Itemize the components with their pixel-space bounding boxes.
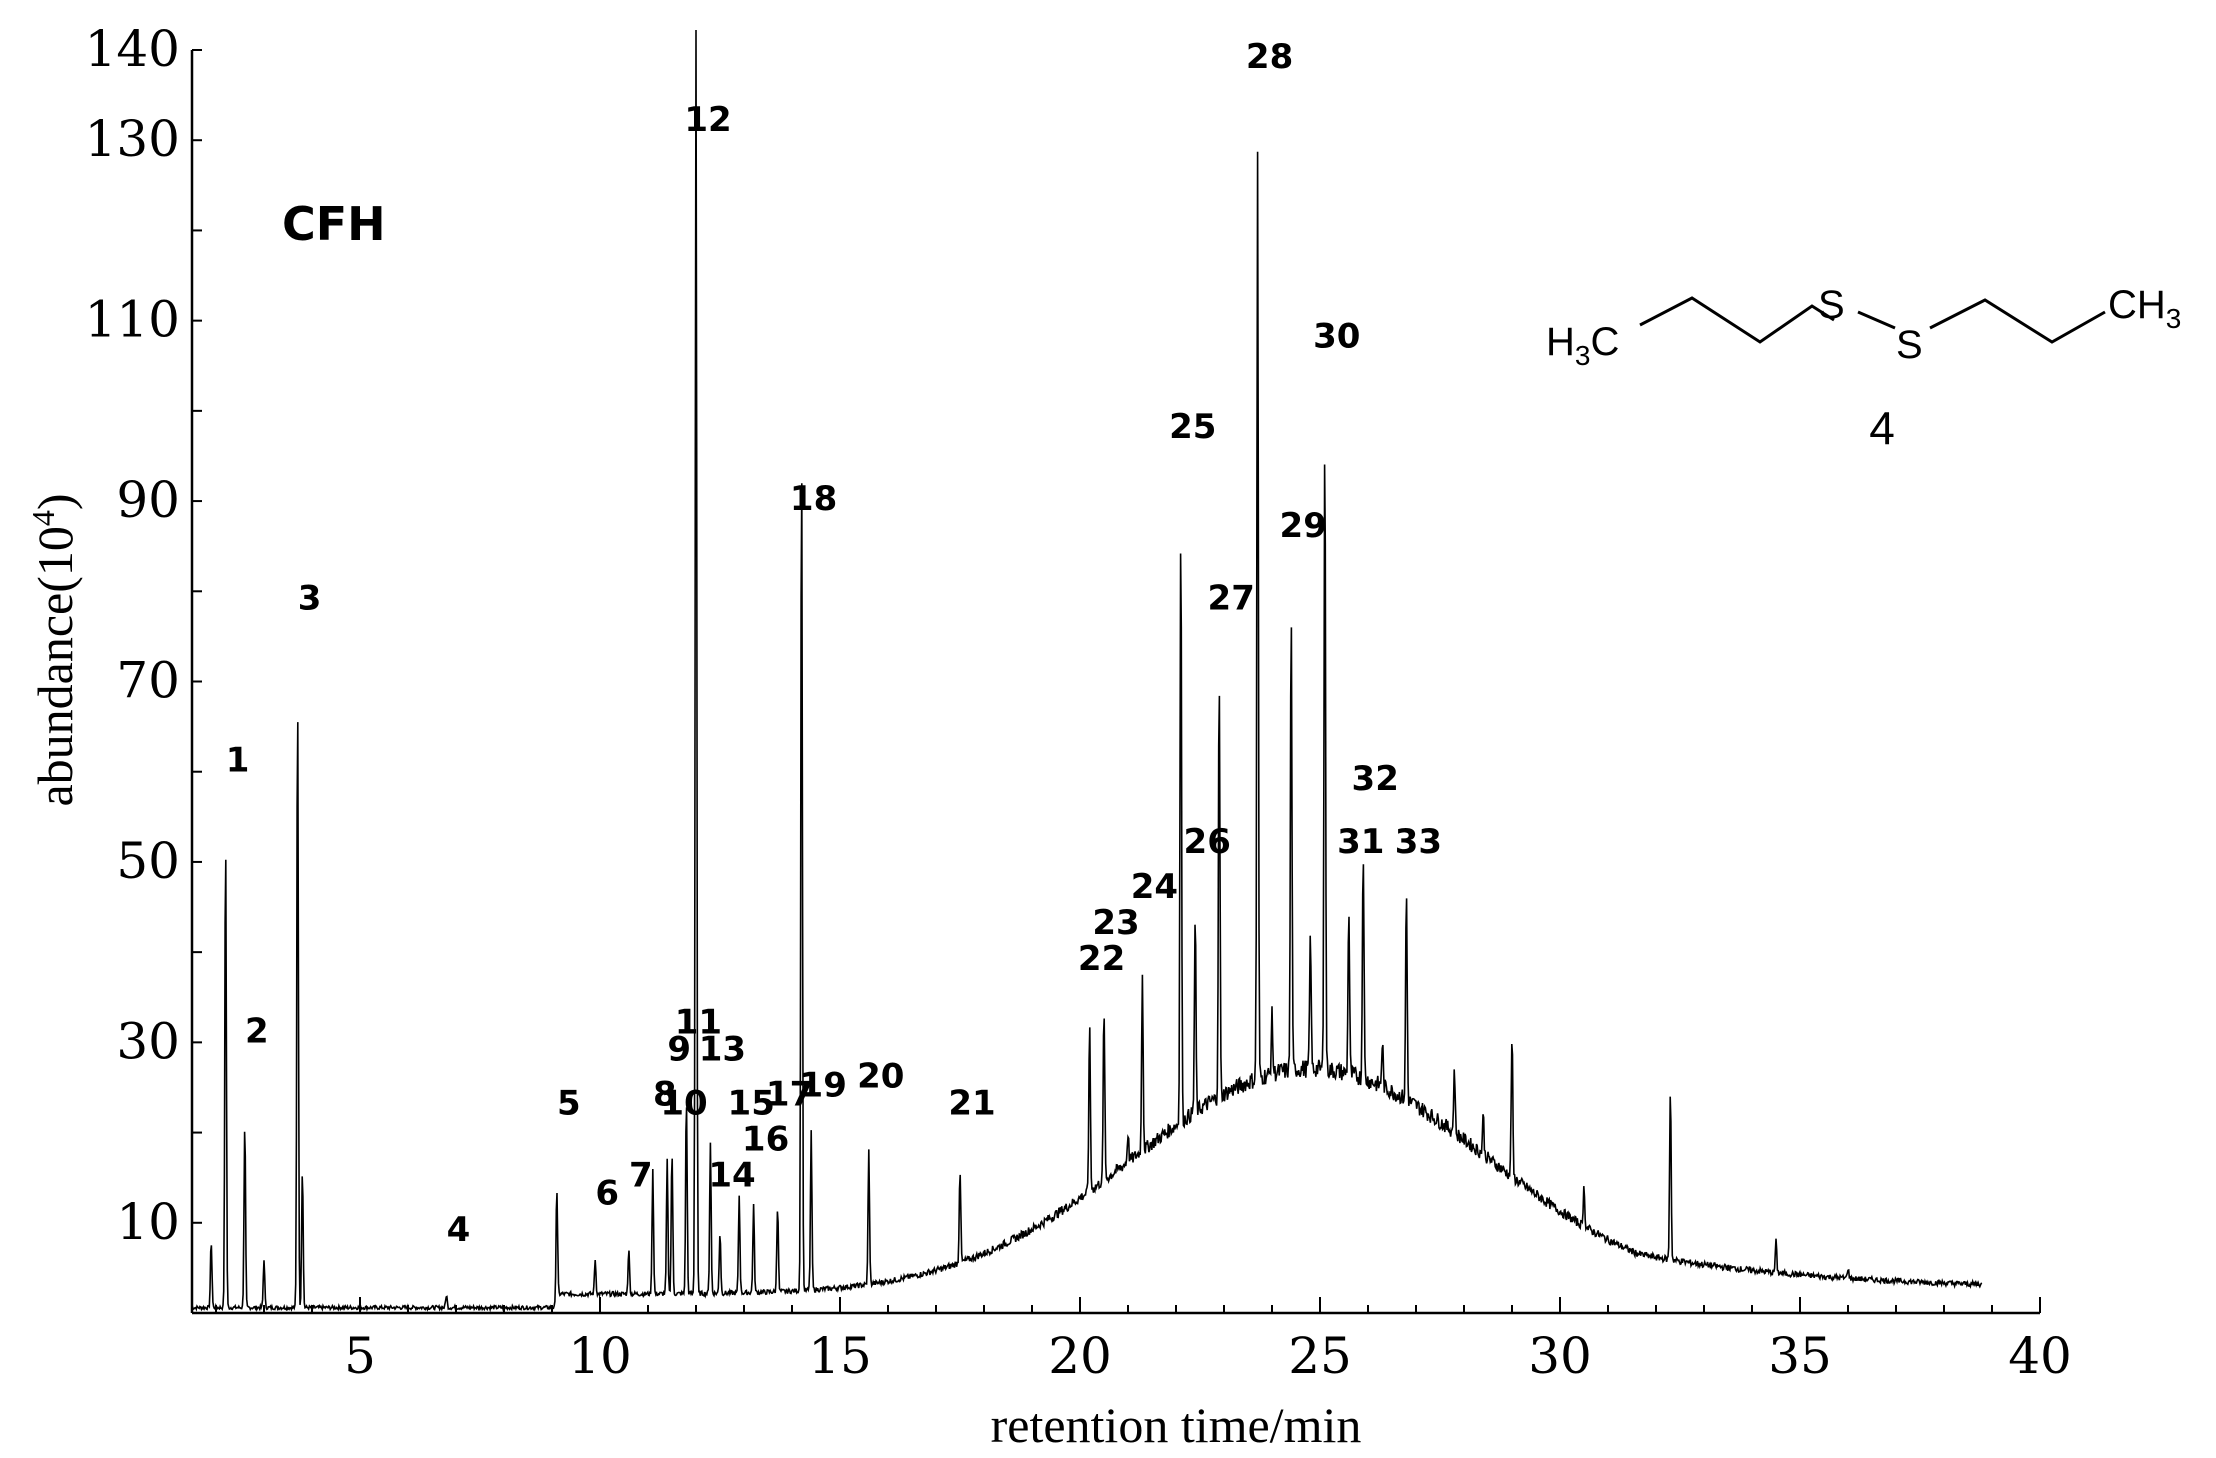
structure-sulfur-2: S xyxy=(1896,323,1923,367)
peak-label: 15 xyxy=(728,1084,775,1124)
x-tick-label: 20 xyxy=(1048,1327,1112,1385)
peak-label: 29 xyxy=(1280,506,1327,546)
structure-sulfur-1: S xyxy=(1818,283,1845,327)
y-tick-label: 10 xyxy=(116,1193,180,1251)
peak-label: 19 xyxy=(800,1065,847,1105)
x-tick-label: 25 xyxy=(1288,1327,1352,1385)
peak-label: 18 xyxy=(790,479,837,519)
peak-label: 32 xyxy=(1352,759,1399,799)
peak-label: 1 xyxy=(226,741,250,781)
peak-label: 20 xyxy=(857,1056,904,1096)
y-axis-title-main: abundance(10 xyxy=(27,526,83,806)
peak-label: 10 xyxy=(660,1084,707,1124)
y-axis-title-close: ) xyxy=(27,493,83,510)
y-tick-label: 50 xyxy=(116,832,180,890)
peak-label: 6 xyxy=(595,1174,619,1214)
peak-label: 21 xyxy=(948,1084,995,1124)
y-tick-label: 30 xyxy=(116,1012,180,1070)
y-axis-ticks: 10 30 50 70 90 110 130 140 xyxy=(85,20,202,1251)
peak-label: 27 xyxy=(1208,578,1255,618)
y-tick-label: 130 xyxy=(85,110,180,168)
y-tick-label: 140 xyxy=(85,20,180,78)
peak-label: 31 xyxy=(1337,822,1384,862)
peak-label: 33 xyxy=(1395,822,1442,862)
peak-label: 12 xyxy=(684,100,731,140)
peak-label: 7 xyxy=(629,1156,653,1196)
peak-label: 5 xyxy=(557,1084,581,1124)
peak-label: 26 xyxy=(1184,822,1231,862)
x-axis-title: retention time/min xyxy=(991,1397,1362,1453)
y-tick-label: 90 xyxy=(116,471,180,529)
y-axis-title-superscript: 4 xyxy=(25,510,61,526)
peak-label: 17 xyxy=(766,1075,813,1115)
y-tick-label: 70 xyxy=(116,652,180,710)
peak-label: 30 xyxy=(1313,317,1360,357)
peak-label: 28 xyxy=(1246,37,1293,77)
peak-label: 16 xyxy=(742,1120,789,1160)
x-tick-label: 5 xyxy=(344,1327,376,1385)
x-tick-label: 15 xyxy=(808,1327,872,1385)
peak-label: 11 xyxy=(675,1002,722,1042)
s-s-bond xyxy=(1857,310,1896,330)
compound-number: 4 xyxy=(1869,402,1895,454)
x-tick-label: 35 xyxy=(1768,1327,1832,1385)
peak-label: 23 xyxy=(1092,903,1139,943)
peak-label: 24 xyxy=(1131,867,1178,907)
peak-label: 2 xyxy=(245,1011,269,1051)
peak-label: 22 xyxy=(1078,939,1125,979)
axes xyxy=(190,50,2040,1315)
structure-bonds-right xyxy=(1929,298,2106,344)
dipropyl-disulfide-structure: H3C S S CH3 4 xyxy=(1546,283,2181,454)
peak-label: 25 xyxy=(1169,407,1216,447)
x-axis-ticks: 5 10 15 20 25 30 35 40 xyxy=(215,1297,2072,1385)
structure-right-group: CH3 xyxy=(2108,283,2181,334)
y-tick-label: 110 xyxy=(85,291,180,349)
peak-label: 9 xyxy=(667,1029,691,1069)
chromatogram-trace xyxy=(191,29,1983,1313)
structure-left-group: H3C xyxy=(1546,320,1619,371)
y-axis-title: abundance(104) xyxy=(25,493,83,806)
peak-label: 4 xyxy=(447,1210,471,1250)
chromatogram-line xyxy=(191,29,1983,1313)
sample-label: CFH xyxy=(282,197,386,251)
peak-label: 13 xyxy=(699,1029,746,1069)
peak-label: 8 xyxy=(653,1075,677,1115)
structure-bonds xyxy=(1639,296,1835,344)
peak-label: 14 xyxy=(708,1156,755,1196)
peak-label: 3 xyxy=(298,578,322,618)
x-tick-label: 40 xyxy=(2008,1327,2072,1385)
x-tick-label: 10 xyxy=(568,1327,632,1385)
x-tick-label: 30 xyxy=(1528,1327,1592,1385)
